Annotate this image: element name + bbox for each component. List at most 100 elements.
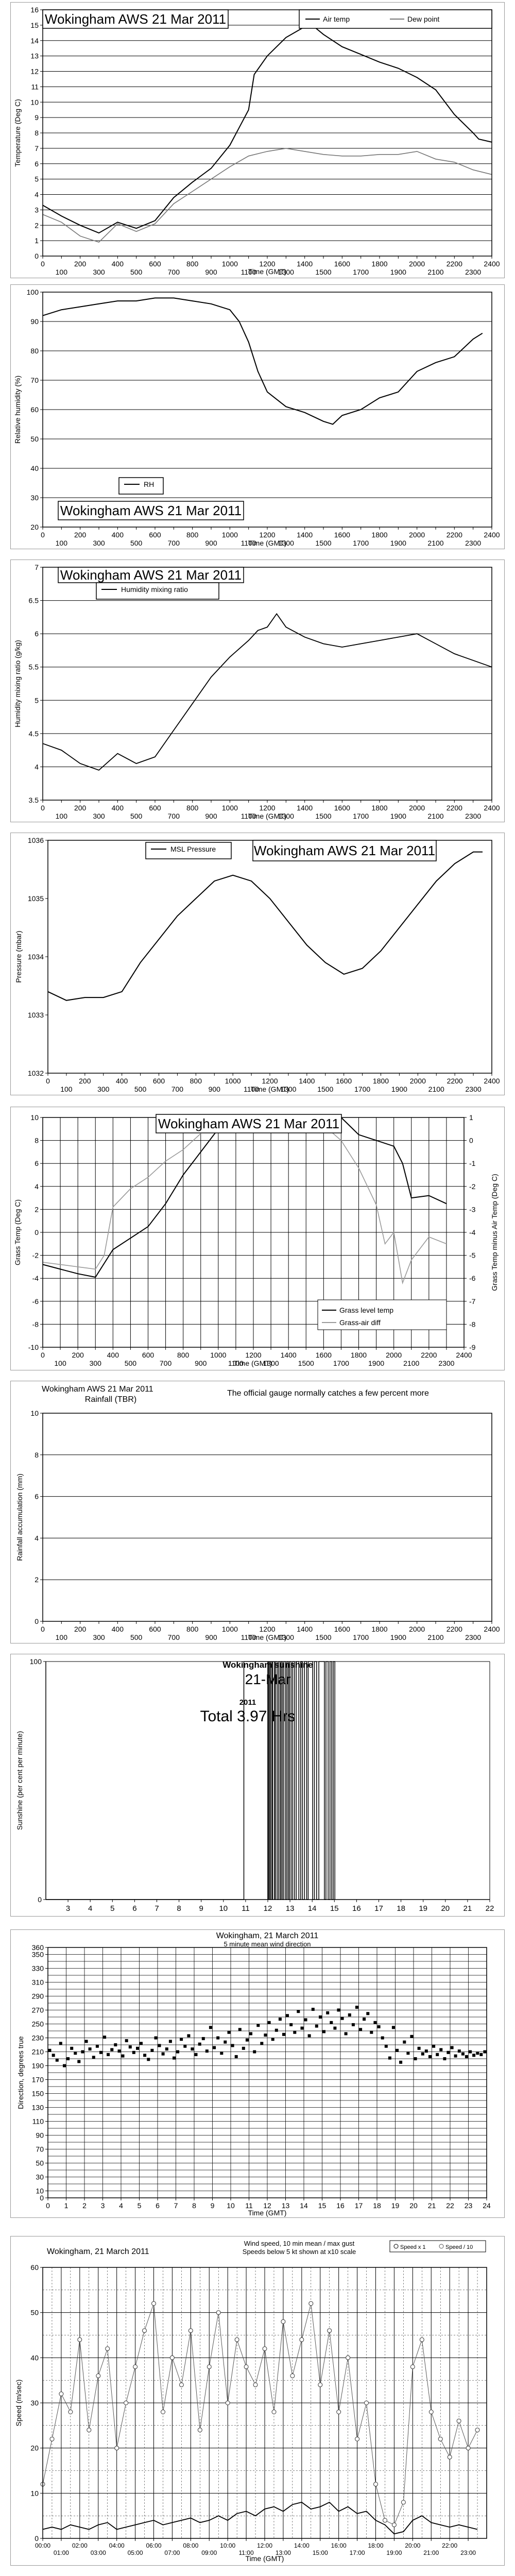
x-tick-label: 2300 [465,268,481,276]
x-tick-label: 0 [41,531,45,539]
x-tick-label: 1100 [241,1633,256,1641]
y-axis-label: Temperature (Deg C) [13,99,22,167]
x-tick-label: 1200 [259,804,275,812]
y-tick-label: 4 [35,1182,39,1191]
x-tick-label: 100 [56,812,68,820]
x-tick-label: 18:00 [368,2542,383,2549]
x-tick-label: 2400 [484,260,500,268]
x-tick-label: 1300 [278,812,294,820]
x-tick-label: 700 [168,812,180,820]
y-tick-label: 8 [35,129,39,137]
y-tick-label: 60 [30,2263,39,2272]
data-point [399,2060,403,2064]
x-tick-label: 13 [282,2201,290,2210]
x-tick-label: 18 [397,1904,405,1913]
x-tick-label: 21 [428,2201,436,2210]
humidity-chart-svg: 2030405060708090100010020030040050060070… [13,288,500,547]
data-point [245,2038,249,2042]
x-tick-label: 21 [464,1904,472,1913]
x-tick-label: 300 [93,812,105,820]
x-tick-label: 14 [308,1904,317,1913]
data-point [77,2060,81,2063]
x-tick-label: 1000 [222,1625,238,1633]
y2-tick-label: -7 [469,1297,476,1306]
y-tick-label: -4 [32,1274,39,1282]
x-tick-label: 1700 [353,268,369,276]
x-tick-label: 800 [177,1351,190,1359]
data-point [63,2064,66,2067]
x-tick-label: 1000 [225,1077,241,1085]
y-axis-label: Speed (m/sec) [14,2379,23,2426]
y2-tick-label: -4 [469,1228,476,1236]
series-line-speed-div10 [42,2303,478,2526]
y-axis-label: Pressure (mbar) [14,930,23,982]
x-tick-label: 10 [219,1904,228,1913]
data-point [424,2049,428,2053]
y-tick-label: 1 [35,236,39,245]
y-tick-label: 0 [35,1617,39,1625]
legend-label: Speed / 10 [445,2244,473,2250]
x-tick-label: 900 [205,812,217,820]
data-point [234,2337,239,2342]
data-point [370,2030,373,2034]
series-line-speed-x1 [42,2501,478,2535]
y-tick-label: 70 [30,376,39,384]
data-point [336,2410,341,2414]
chart-title: Wokingham, 21 March 2011 [47,2247,149,2256]
y-tick-label: 6 [35,630,39,638]
data-point [66,2057,70,2060]
y-tick-label: 130 [32,2104,44,2112]
x-tick-label: 22 [446,2201,454,2210]
y-tick-label: 230 [32,2034,44,2042]
data-point [95,2044,99,2048]
data-point [132,2050,135,2054]
data-point [346,2355,351,2360]
x-tick-label: 1700 [353,539,369,547]
x-tick-label: 2400 [484,1077,500,1085]
x-tick-label: 18 [373,2201,381,2210]
data-point [282,2032,285,2036]
x-tick-label: 1300 [263,1359,279,1367]
data-point [77,2337,82,2342]
x-tick-label: 200 [74,531,87,539]
x-tick-label: 200 [79,1077,91,1085]
x-tick-label: 00:00 [35,2542,50,2549]
chart-title: Wokingham AWS 21 Mar 2011 [42,1385,153,1394]
data-point [213,2046,216,2049]
y-tick-label: 250 [32,2020,44,2028]
data-point [454,2054,457,2058]
data-point [348,2013,351,2016]
sunshine-trace [46,1661,335,1900]
data-point [253,2050,256,2054]
y-axis-label: Relative humidity (%) [13,376,22,444]
x-tick-label: 2200 [447,260,462,268]
x-tick-label: 2100 [427,1633,443,1641]
data-point [158,2044,161,2047]
data-point [326,2011,330,2014]
legend-box [96,582,219,600]
chart-subtitle: 21-Mar [245,1671,291,1687]
data-point [142,2328,147,2333]
y-tick-label: 10 [30,1409,39,1417]
x-tick-label: 500 [130,1633,143,1641]
x-tick-label: 15:00 [313,2549,328,2556]
y-tick-label: 12 [30,67,39,76]
data-point [103,2036,107,2039]
x-tick-label: 21:00 [423,2549,439,2556]
x-axis-label: Time (GMT) [246,2554,284,2563]
data-point [234,2055,238,2058]
plot-frame [47,840,492,1074]
x-tick-label: 500 [125,1359,137,1367]
x-axis-label: Time (GMT) [251,1085,289,1093]
x-tick-label: 13:00 [276,2549,291,2556]
data-point [443,2057,447,2060]
y-tick-label: 14 [30,37,39,45]
series-line-grass-level-temp [42,1117,447,1278]
x-tick-label: 500 [130,268,143,276]
data-point [414,2057,417,2060]
x-tick-label: 400 [112,531,124,539]
x-tick-label: 12 [264,1904,272,1913]
x-tick-label: 2400 [484,1625,500,1633]
x-tick-label: 1300 [278,268,294,276]
data-point [262,2346,267,2351]
